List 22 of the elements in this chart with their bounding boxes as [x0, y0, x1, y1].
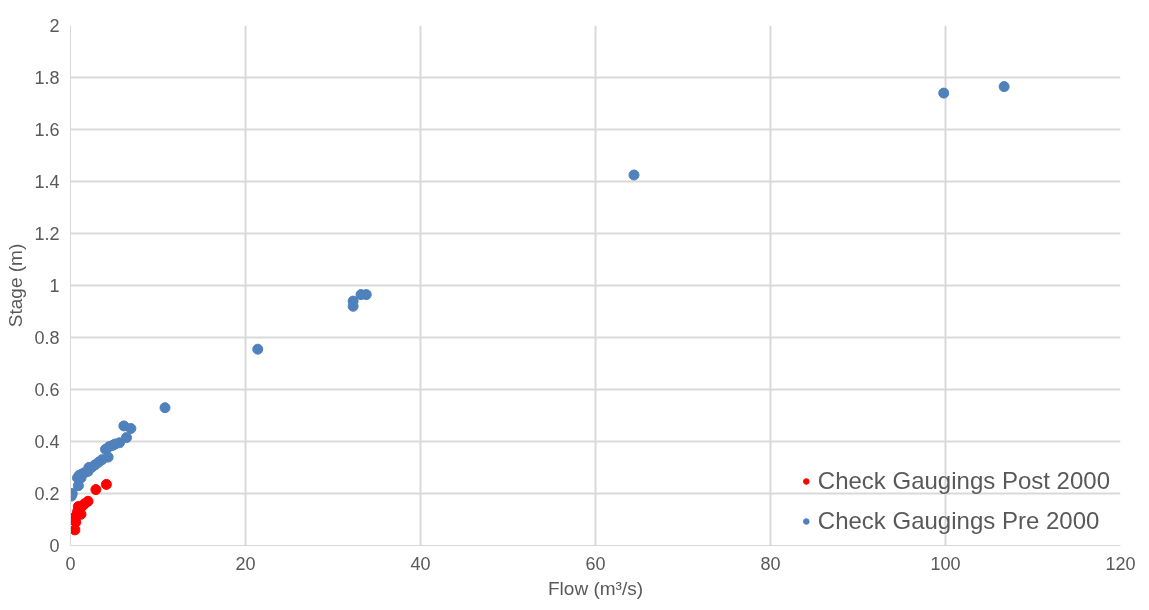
y-tick-label: 1.6 [34, 120, 60, 140]
legend-label: Check Gaugings Post 2000 [817, 467, 1110, 495]
legend-label: Check Gaugings Pre 2000 [817, 507, 1100, 535]
y-tick-label: 1 [49, 276, 60, 296]
y-tick-label: 0 [49, 536, 60, 556]
x-tick-label: 100 [930, 553, 961, 574]
y-tick-label: 0.4 [34, 432, 60, 452]
x-tick-label: 60 [585, 553, 606, 574]
y-tick-label: 0.2 [34, 484, 60, 504]
y-axis-title: Stage (m) [5, 243, 27, 328]
y-tick-label: 1.4 [34, 172, 60, 192]
y-tick-label: 0.6 [34, 380, 60, 400]
x-tick-label: 80 [760, 553, 781, 574]
x-axis-title: Flow (m³/s) [548, 577, 643, 599]
x-tick-label: 120 [1105, 553, 1136, 574]
y-tick-label: 1.8 [34, 68, 60, 88]
x-tick-label: 0 [65, 553, 76, 574]
y-tick-label: 2 [49, 16, 60, 36]
y-tick-label: 0.8 [34, 328, 60, 348]
x-tick-label: 40 [410, 553, 431, 574]
y-tick-label: 1.2 [34, 224, 60, 244]
x-tick-label: 20 [235, 553, 256, 574]
